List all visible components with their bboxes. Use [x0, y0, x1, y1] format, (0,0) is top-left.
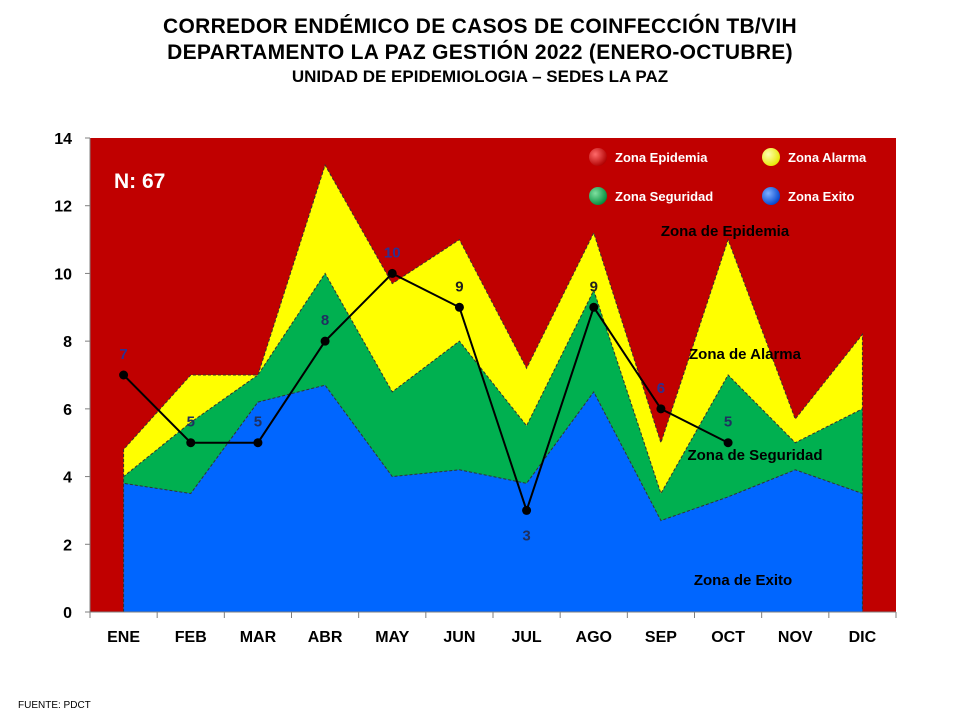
- legend-label-zona-epidemia: Zona Epidemia: [615, 150, 708, 165]
- y-tick-label: 8: [63, 334, 72, 351]
- y-tick-label: 10: [54, 266, 72, 283]
- x-tick-label-may: MAY: [375, 629, 409, 646]
- cases-point-jul: [522, 505, 532, 515]
- y-tick-label: 2: [63, 537, 72, 554]
- x-tick-label-feb: FEB: [175, 629, 207, 646]
- x-tick-label-jun: JUN: [443, 629, 475, 646]
- cases-point-feb: [186, 438, 196, 448]
- annotation-zona-epidemia: Zona de Epidemia: [661, 223, 790, 240]
- legend-marker-zona-seguridad: [589, 187, 607, 205]
- cases-point-jun: [454, 302, 464, 312]
- chart-subtitle: UNIDAD DE EPIDEMIOLOGIA – SEDES LA PAZ: [291, 67, 669, 86]
- y-tick-label: 6: [63, 402, 72, 419]
- n-total-label: N: 67: [114, 170, 165, 193]
- cases-label-feb: 5: [187, 414, 195, 431]
- cases-label-sep: 6: [657, 380, 665, 397]
- x-tick-label-ago: AGO: [576, 629, 612, 646]
- cases-point-mar: [253, 438, 263, 448]
- cases-point-oct: [723, 438, 733, 448]
- cases-label-may: 10: [384, 244, 401, 261]
- cases-2022-line: [122, 272, 729, 514]
- annotation-zona-seguridad: Zona de Seguridad: [687, 447, 822, 464]
- legend-marker-zona-exito: [762, 187, 780, 205]
- y-tick-label: 4: [63, 470, 72, 487]
- x-tick-label-mar: MAR: [240, 629, 277, 646]
- legend-label-zona-seguridad: Zona Seguridad: [615, 189, 713, 204]
- chart-title-block: CORREDOR ENDÉMICO DE CASOS DE COINFECCIÓ…: [0, 14, 960, 88]
- cases-point-ene: [119, 370, 129, 380]
- y-tick-label: 0: [63, 605, 72, 622]
- cases-label-jun: 9: [455, 278, 463, 295]
- cases-point-ago: [589, 302, 599, 312]
- y-tick-label: 12: [54, 199, 72, 216]
- x-tick-label-nov: NOV: [778, 629, 813, 646]
- cases-point-sep: [656, 404, 666, 414]
- cases-label-oct: 5: [724, 414, 732, 431]
- cases-label-abr: 8: [321, 312, 329, 329]
- x-tick-label-dic: DIC: [849, 629, 877, 646]
- plot-area: 0 2 4 6 8 10 12 14 ENE FEB MAR ABR MAY JUN JUL AGO SEP OC…: [54, 131, 897, 646]
- x-tick-label-abr: ABR: [308, 629, 343, 646]
- zone-exito-area: [123, 384, 863, 613]
- cases-label-ene: 7: [119, 346, 127, 363]
- legend-label-zona-exito: Zona Exito: [788, 189, 855, 204]
- legend-label-zona-alarma: Zona Alarma: [788, 150, 867, 165]
- cases-point-abr: [320, 336, 330, 346]
- chart-title-line2: DEPARTAMENTO LA PAZ GESTIÓN 2022 (ENERO-…: [167, 41, 793, 64]
- annotation-zona-exito: Zona de Exito: [694, 572, 792, 589]
- x-tick-label-oct: OCT: [711, 629, 745, 646]
- source-note: FUENTE: PDCT: [18, 700, 91, 711]
- x-tick-label-jul: JUL: [511, 629, 541, 646]
- x-tick-label-ene: ENE: [107, 629, 140, 646]
- cases-point-may: [387, 268, 397, 278]
- chart-title-line1: CORREDOR ENDÉMICO DE CASOS DE COINFECCIÓ…: [163, 15, 797, 38]
- legend-marker-zona-epidemia: [589, 148, 607, 166]
- cases-label-mar: 5: [254, 414, 262, 431]
- cases-label-jul: 3: [522, 527, 530, 544]
- annotation-zona-alarma: Zona de Alarma: [689, 346, 802, 363]
- x-tick-label-sep: SEP: [645, 629, 677, 646]
- cases-label-ago: 9: [590, 278, 598, 295]
- y-tick-label: 14: [54, 131, 72, 148]
- legend-marker-zona-alarma: [762, 148, 780, 166]
